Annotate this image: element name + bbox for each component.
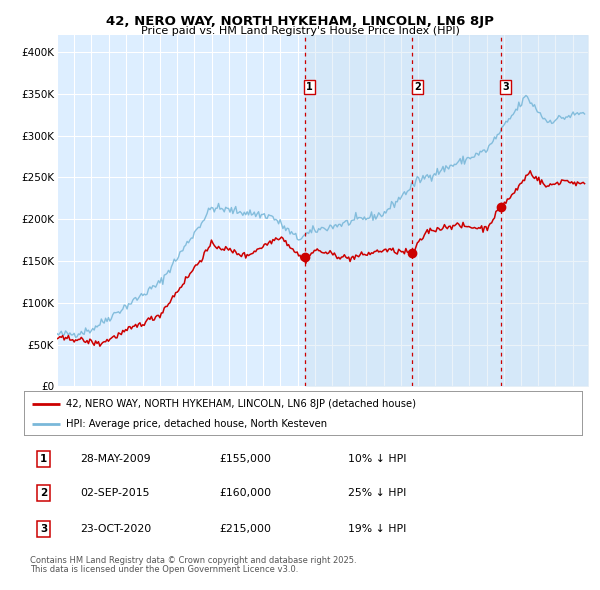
Text: 10% ↓ HPI: 10% ↓ HPI bbox=[347, 454, 406, 464]
Text: 23-OCT-2020: 23-OCT-2020 bbox=[80, 525, 151, 534]
Text: 2: 2 bbox=[40, 489, 47, 499]
Text: 02-SEP-2015: 02-SEP-2015 bbox=[80, 489, 149, 499]
Text: 3: 3 bbox=[40, 525, 47, 534]
Text: 42, NERO WAY, NORTH HYKEHAM, LINCOLN, LN6 8JP: 42, NERO WAY, NORTH HYKEHAM, LINCOLN, LN… bbox=[106, 15, 494, 28]
Text: £215,000: £215,000 bbox=[220, 525, 271, 534]
Text: 2: 2 bbox=[414, 82, 421, 92]
Text: 42, NERO WAY, NORTH HYKEHAM, LINCOLN, LN6 8JP (detached house): 42, NERO WAY, NORTH HYKEHAM, LINCOLN, LN… bbox=[66, 399, 416, 408]
Text: 25% ↓ HPI: 25% ↓ HPI bbox=[347, 489, 406, 499]
Text: Contains HM Land Registry data © Crown copyright and database right 2025.: Contains HM Land Registry data © Crown c… bbox=[30, 556, 356, 565]
Text: Price paid vs. HM Land Registry's House Price Index (HPI): Price paid vs. HM Land Registry's House … bbox=[140, 26, 460, 36]
Text: This data is licensed under the Open Government Licence v3.0.: This data is licensed under the Open Gov… bbox=[30, 565, 298, 574]
Text: £160,000: £160,000 bbox=[220, 489, 271, 499]
Text: 3: 3 bbox=[502, 82, 509, 92]
Text: 19% ↓ HPI: 19% ↓ HPI bbox=[347, 525, 406, 534]
Text: 1: 1 bbox=[40, 454, 47, 464]
Text: 1: 1 bbox=[307, 82, 313, 92]
Text: 28-MAY-2009: 28-MAY-2009 bbox=[80, 454, 151, 464]
Text: £155,000: £155,000 bbox=[220, 454, 271, 464]
Text: HPI: Average price, detached house, North Kesteven: HPI: Average price, detached house, Nort… bbox=[66, 419, 327, 430]
